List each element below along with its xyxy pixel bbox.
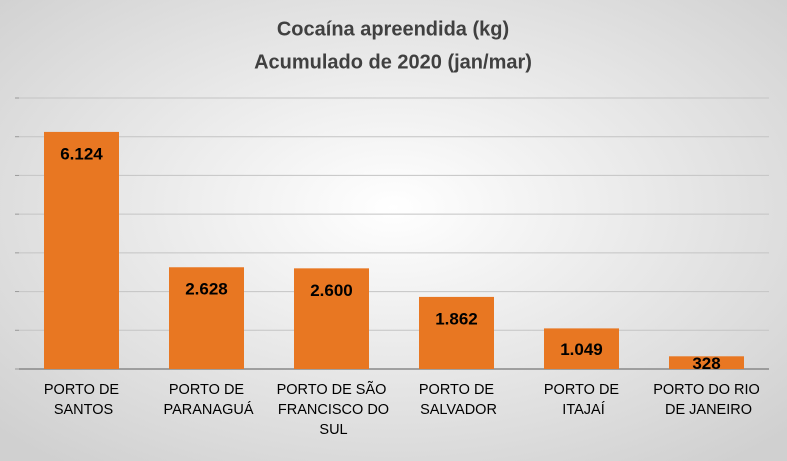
value-label: 2.628 bbox=[185, 280, 228, 299]
bar bbox=[419, 296, 494, 369]
x-tick-label: PORTO DE SALVADOR bbox=[416, 382, 497, 418]
bar bbox=[294, 268, 369, 369]
bar bbox=[44, 131, 119, 369]
value-label: 6.124 bbox=[60, 144, 103, 163]
x-tick-label: PORTO DE SANTOS bbox=[44, 382, 120, 418]
x-tick-label: PORTO DE ITAJAÍ bbox=[544, 382, 620, 418]
value-label: 2.600 bbox=[310, 281, 353, 300]
x-tick-label: PORTO DE SÃO FRANCISCO DO SUL bbox=[274, 381, 389, 438]
bar bbox=[544, 328, 619, 369]
value-label: 328 bbox=[692, 354, 720, 373]
value-label: 1.049 bbox=[560, 340, 603, 359]
bar bbox=[669, 356, 744, 369]
x-tick-label: PORTO DE PARANAGUÁ bbox=[159, 382, 253, 418]
bar bbox=[169, 267, 244, 369]
chart-subtitle: Acumulado de 2020 (jan/mar) bbox=[254, 51, 532, 73]
chart-title: Cocaína apreendida (kg) bbox=[277, 18, 509, 40]
value-label: 1.862 bbox=[435, 309, 478, 328]
x-tick-label: PORTO DO RIO DE JANEIRO bbox=[653, 382, 760, 418]
